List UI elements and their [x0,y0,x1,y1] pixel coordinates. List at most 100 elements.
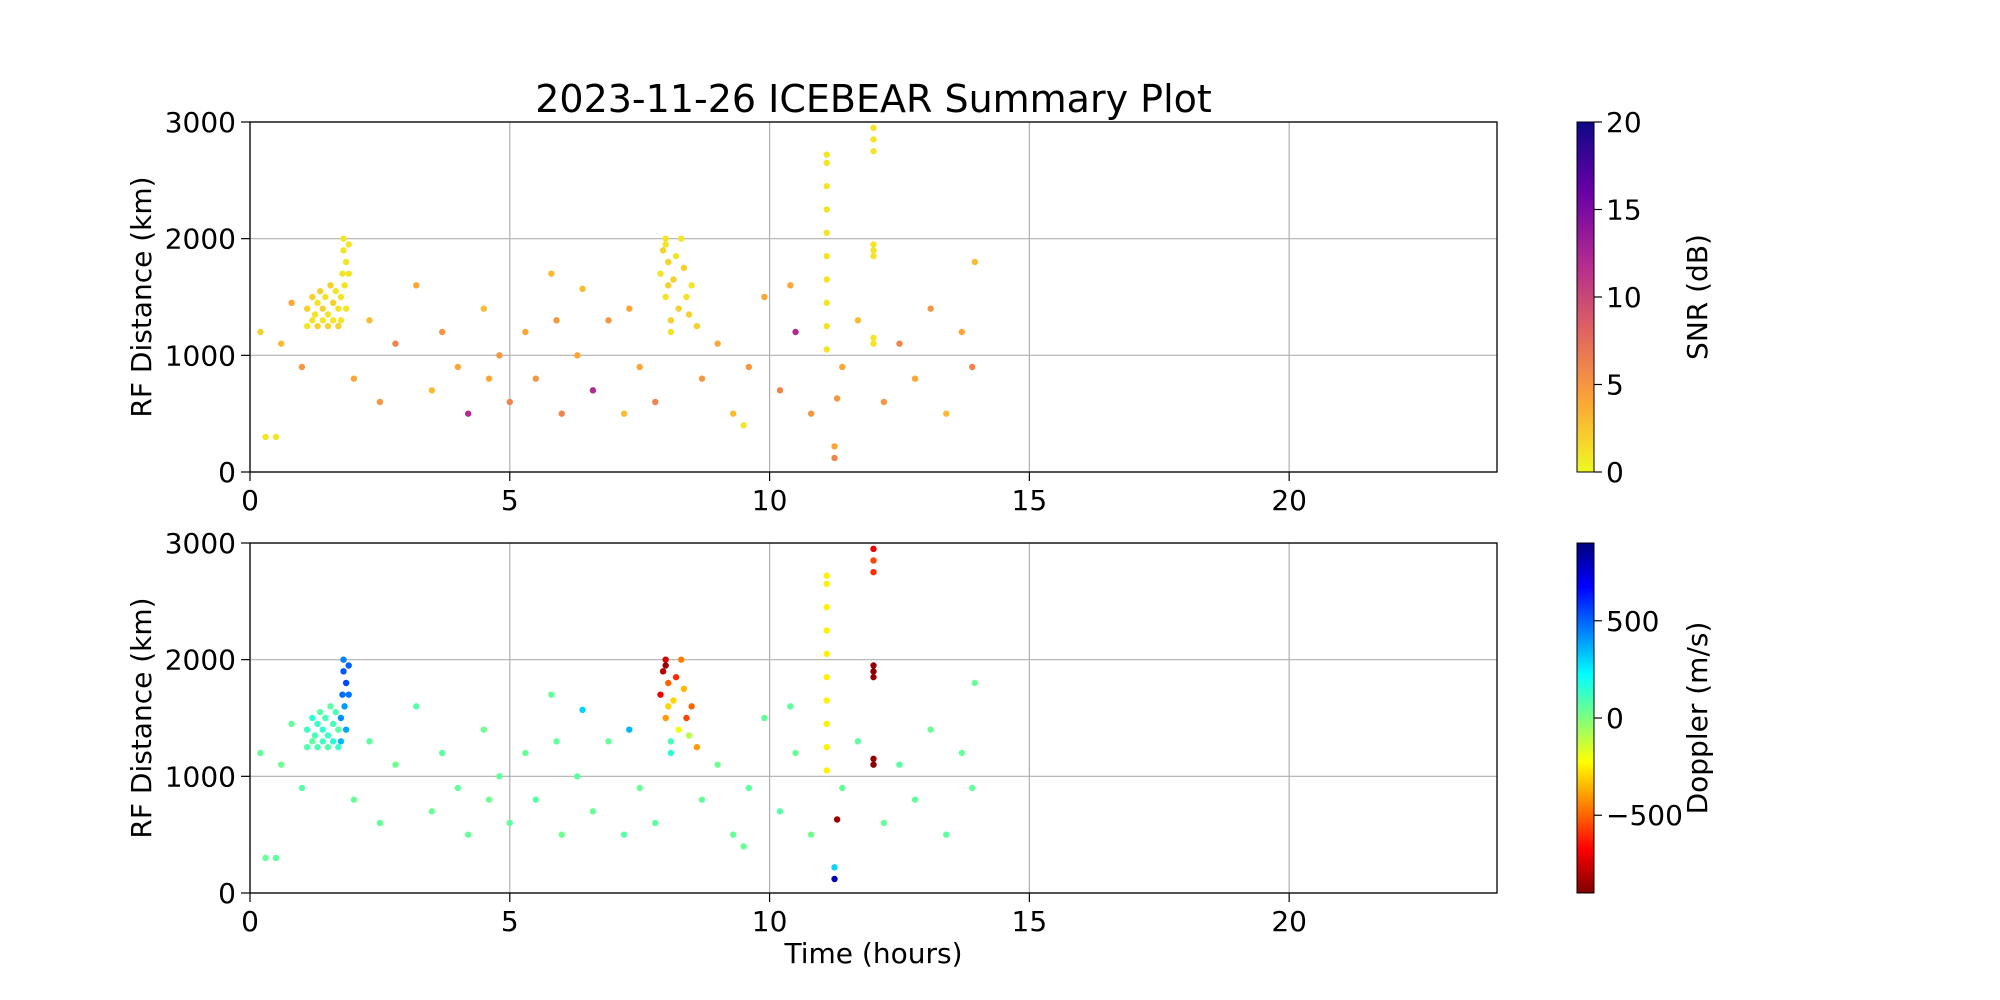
data-point [439,749,446,757]
data-point [480,305,488,312]
data-point [532,375,539,382]
data-point [870,761,877,768]
x-tick-label: 15 [1012,905,1048,938]
data-point [823,720,830,728]
data-point [672,252,680,260]
data-point [298,784,306,792]
data-point [620,410,628,417]
data-point [776,808,784,815]
data-point [340,668,347,675]
data-point [309,317,316,324]
data-point [337,293,345,301]
data-point [714,761,721,768]
colorbar-tick-label: 500 [1606,605,1659,638]
colorbar [1576,121,1595,473]
data-point [553,738,560,745]
data-point [339,270,346,277]
data-point [870,241,877,248]
data-point [662,241,669,248]
data-point [680,264,688,272]
data-point [854,317,862,324]
data-point [823,580,830,588]
data-point [413,703,420,710]
data-point [553,317,560,324]
data-point [927,305,934,312]
data-point [303,305,311,312]
data-point [665,679,672,687]
data-point [969,363,976,371]
data-point [319,305,326,312]
data-point [823,697,830,704]
data-point [314,720,321,728]
data-point [311,732,319,739]
data-point [392,761,399,768]
data-point [428,808,436,815]
x-tick-label: 15 [1012,484,1048,517]
data-point [329,299,337,307]
data-point [439,328,446,336]
data-point [574,352,581,359]
data-point [620,831,628,838]
data-point [969,784,976,792]
y-tick-label: 0 [218,456,236,489]
data-point [823,572,830,579]
data-point [324,311,332,318]
data-point [662,235,669,242]
data-point [776,387,784,394]
data-point [662,656,669,663]
data-point [558,410,565,417]
data-point [329,317,337,324]
data-point [911,375,919,382]
data-point [896,761,903,768]
data-point [257,749,264,757]
data-point [366,738,373,745]
data-point [319,726,326,733]
data-point [943,831,950,838]
data-point [670,276,677,283]
data-point [839,363,846,371]
data-point [683,293,690,301]
data-point [685,732,693,739]
data-point [667,328,675,336]
data-point [316,708,324,716]
data-point [823,767,830,774]
data-point [636,784,643,792]
data-point [665,703,672,710]
data-point [823,603,830,611]
data-point [392,340,399,347]
data-point [678,656,685,663]
data-point [345,270,352,277]
data-point [787,703,794,710]
data-point [652,398,659,406]
data-point [322,293,329,301]
data-point [329,738,337,745]
data-point [345,662,352,669]
data-point [327,703,334,710]
data-point [698,375,706,382]
data-point [311,311,319,318]
colorbar-tick-label: 10 [1606,281,1642,314]
colorbar [1576,542,1595,894]
data-point [823,346,830,353]
data-point [854,738,862,745]
data-point [376,398,384,406]
data-point [927,726,934,733]
colorbar-tick-label: 0 [1606,456,1624,489]
data-point [345,691,352,698]
data-point [943,410,950,417]
data-point [324,743,332,751]
data-point [262,433,269,441]
data-point [327,282,334,289]
data-point [335,305,342,312]
axes-frame [249,121,1498,473]
data-point [745,363,752,371]
data-point [506,398,513,406]
data-point [272,433,280,441]
data-point [698,796,706,803]
data-point [376,819,384,827]
data-point [339,691,346,698]
data-point [657,270,664,277]
data-point [823,182,830,190]
colorbar-tick-label: 20 [1606,106,1642,139]
data-point [309,714,316,722]
